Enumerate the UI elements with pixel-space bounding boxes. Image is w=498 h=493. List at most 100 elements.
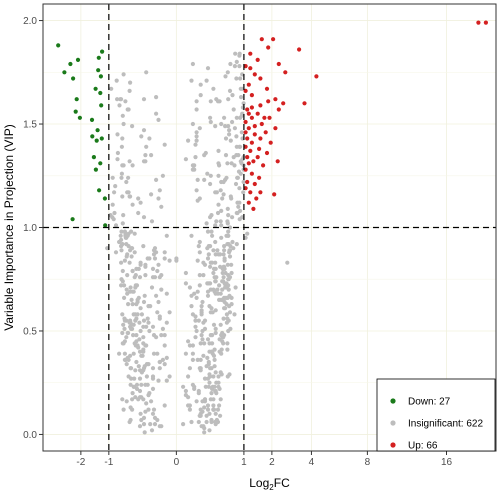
point-down-15: [89, 117, 95, 122]
point-insignificant-149: [228, 194, 233, 199]
point-insignificant-187: [128, 80, 133, 85]
point-insignificant-678: [141, 397, 146, 402]
point-insignificant-52: [216, 148, 221, 153]
point-insignificant-130: [138, 200, 143, 205]
point-insignificant-590: [135, 297, 140, 302]
point-insignificant-131: [114, 78, 119, 83]
point-insignificant-691: [133, 285, 138, 290]
point-insignificant-55: [213, 223, 218, 228]
point-insignificant-457: [152, 256, 158, 261]
point-up-6: [248, 51, 253, 56]
point-down-23: [97, 188, 102, 193]
point-insignificant-737: [110, 215, 115, 220]
point-insignificant-592: [160, 326, 165, 331]
point-insignificant-525: [187, 343, 192, 348]
point-insignificant-189: [220, 196, 225, 201]
point-insignificant-5: [240, 72, 245, 77]
point-insignificant-511: [197, 239, 202, 245]
point-insignificant-477: [210, 341, 215, 346]
point-insignificant-360: [138, 262, 143, 267]
point-up-1: [483, 20, 488, 25]
point-insignificant-158: [239, 95, 244, 100]
point-insignificant-663: [219, 235, 224, 240]
point-down-14: [99, 103, 104, 108]
point-up-63: [254, 196, 259, 201]
point-insignificant-59: [194, 107, 199, 112]
legend-label-down: Down: 27: [408, 397, 451, 408]
point-up-55: [249, 171, 254, 176]
point-insignificant-348: [132, 376, 137, 381]
point-insignificant-56: [127, 159, 132, 164]
point-insignificant-15: [204, 78, 209, 83]
point-insignificant-576: [164, 233, 169, 238]
point-insignificant-232: [213, 370, 218, 375]
point-down-4: [100, 49, 105, 54]
point-insignificant-410: [225, 262, 230, 267]
point-insignificant-325: [126, 302, 131, 307]
point-insignificant-494: [157, 424, 162, 429]
point-insignificant-235: [117, 351, 122, 356]
legend-label-up: Up: 66: [408, 441, 438, 452]
point-insignificant-353: [200, 337, 205, 342]
point-insignificant-102: [195, 177, 200, 182]
point-insignificant-673: [208, 287, 213, 292]
point-insignificant-24: [202, 177, 207, 182]
point-insignificant-363: [119, 248, 124, 253]
point-insignificant-398: [228, 244, 233, 249]
point-insignificant-616: [225, 316, 230, 321]
point-insignificant-532: [131, 312, 136, 317]
point-insignificant-702: [183, 281, 188, 286]
point-insignificant-617: [131, 333, 136, 338]
point-insignificant-456: [213, 308, 218, 313]
point-insignificant-531: [222, 248, 227, 253]
point-insignificant-650: [118, 233, 123, 238]
point-insignificant-306: [186, 374, 191, 379]
point-insignificant-555: [134, 316, 139, 321]
point-insignificant-421: [198, 341, 203, 346]
point-insignificant-717: [199, 312, 204, 317]
point-insignificant-53: [221, 192, 226, 197]
point-insignificant-30: [130, 124, 135, 129]
point-insignificant-577: [224, 320, 229, 325]
point-insignificant-16: [141, 215, 147, 220]
point-insignificant-648: [216, 380, 221, 385]
x-tick-label-1: -1: [104, 457, 113, 468]
point-insignificant-98: [241, 190, 246, 195]
point-insignificant-31: [211, 86, 216, 91]
point-insignificant-723: [134, 333, 139, 338]
point-insignificant-579: [204, 413, 209, 418]
point-insignificant-602: [217, 386, 222, 391]
legend-label-insignificant: Insignificant: 622: [408, 419, 483, 430]
point-up-13: [314, 74, 319, 79]
point-down-25: [70, 217, 75, 222]
point-insignificant-188: [227, 88, 233, 93]
point-up-43: [268, 140, 273, 145]
point-insignificant-565: [141, 335, 146, 340]
point-insignificant-417: [122, 295, 127, 300]
point-insignificant-138: [237, 53, 242, 58]
point-insignificant-309: [210, 333, 215, 338]
point-up-62: [272, 192, 277, 197]
point-insignificant-209: [202, 405, 207, 410]
point-up-4: [266, 45, 271, 50]
point-insignificant-266: [155, 351, 160, 356]
point-up-7: [255, 57, 260, 63]
point-insignificant-326: [221, 275, 226, 280]
y-tick-label-1: 0.5: [23, 326, 37, 337]
point-insignificant-127: [216, 161, 221, 166]
point-insignificant-501: [150, 374, 156, 379]
point-insignificant-621: [206, 244, 211, 249]
point-insignificant-627: [199, 333, 204, 338]
point-insignificant-470: [193, 335, 198, 340]
point-insignificant-450: [128, 285, 133, 290]
point-insignificant-547: [124, 335, 129, 340]
point-insignificant-401: [227, 254, 233, 259]
point-insignificant-192: [240, 86, 245, 91]
point-insignificant-416: [138, 411, 143, 416]
point-insignificant-675: [220, 287, 225, 292]
point-insignificant-49: [113, 184, 118, 189]
point-insignificant-458: [211, 266, 217, 271]
point-insignificant-668: [147, 328, 152, 334]
point-insignificant-657: [223, 285, 228, 290]
